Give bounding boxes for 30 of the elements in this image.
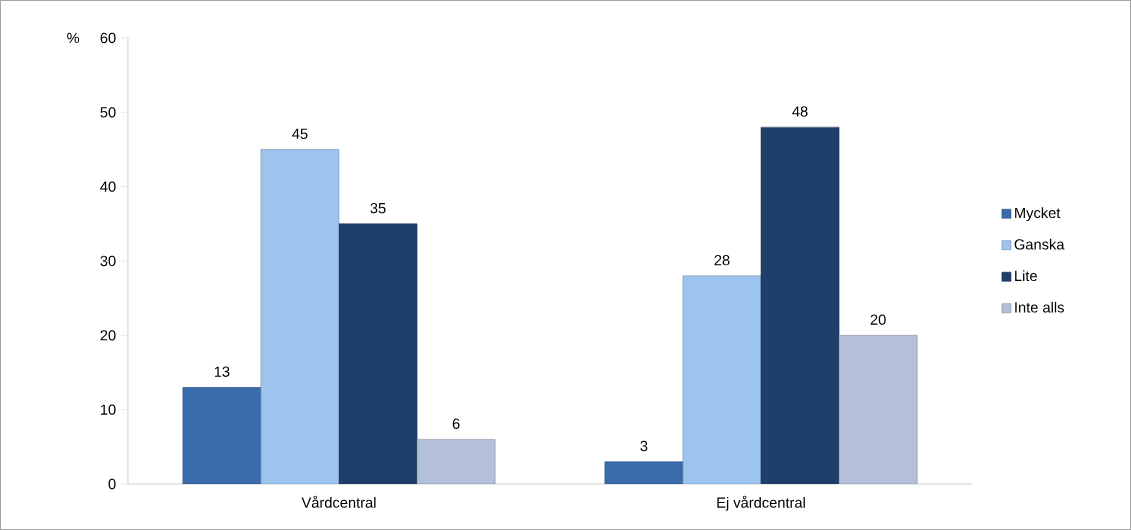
bar xyxy=(338,223,418,485)
y-tick-label: 10 xyxy=(100,404,116,415)
y-tick-label: 0 xyxy=(108,478,116,490)
y-tick-label: 40 xyxy=(100,181,116,192)
bar xyxy=(682,275,762,485)
y-tick-label: 50 xyxy=(100,107,116,118)
legend-label: Mycket xyxy=(1015,207,1061,222)
x-tick-label: Vårdcentral xyxy=(301,495,376,508)
bar xyxy=(604,461,684,485)
bar xyxy=(260,149,340,485)
y-tick-label: 20 xyxy=(100,330,116,341)
legend-label: Ganska xyxy=(1014,238,1065,250)
data-label: 13 xyxy=(214,366,230,377)
data-label: 20 xyxy=(870,314,886,325)
y-axis-title: % xyxy=(67,32,80,44)
x-tick-label: Ej vårdcentral xyxy=(717,495,805,511)
data-label: 35 xyxy=(370,202,386,214)
y-tick-label: 30 xyxy=(100,255,116,267)
bar xyxy=(838,335,918,485)
data-label: 28 xyxy=(714,255,730,266)
legend-label: Inte alls xyxy=(1015,301,1064,313)
bar xyxy=(760,126,840,485)
data-label: 45 xyxy=(292,128,308,140)
data-label: 6 xyxy=(452,418,460,429)
y-tick-label: 60 xyxy=(100,32,116,44)
bar xyxy=(182,387,262,485)
legend-label: Lite xyxy=(1015,270,1037,282)
data-label: 48 xyxy=(792,106,808,117)
data-label: 3 xyxy=(640,440,648,452)
bar xyxy=(416,439,496,485)
